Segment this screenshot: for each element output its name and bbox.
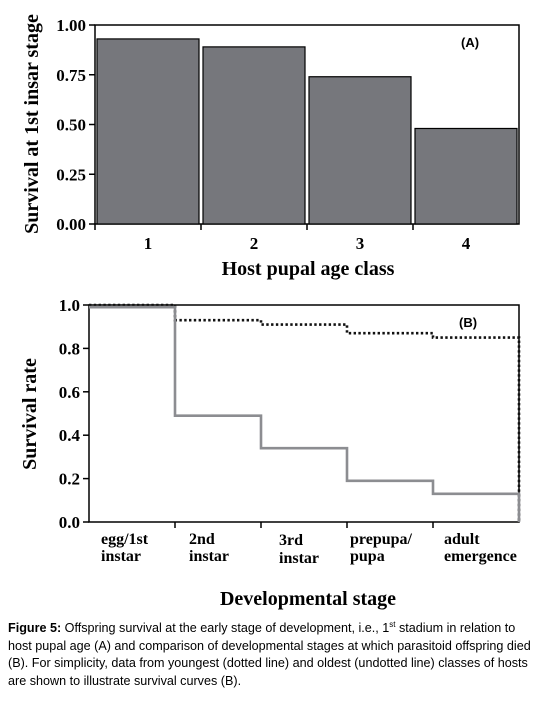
chart-a-y-tick-label: 0.25 xyxy=(56,165,86,184)
figure-caption: Figure 5: Offspring survival at the earl… xyxy=(8,620,538,690)
chart-b: 0.00.20.40.60.81.0 egg/1stinstar2ndinsta… xyxy=(19,296,521,610)
chart-a-bar xyxy=(414,127,518,225)
chart-b-series-dotted-line xyxy=(89,303,521,522)
chart-a-y-tick-label: 0.00 xyxy=(56,215,86,234)
chart-a-bar xyxy=(96,38,200,225)
chart-b-x-tick-label: prepupa/ xyxy=(350,531,413,548)
chart-a-bar xyxy=(308,76,412,225)
caption-label: Figure 5: xyxy=(8,621,62,635)
chart-a-y-tick-label: 0.50 xyxy=(56,116,86,135)
chart-a: 0.00 0.25 0.50 0.75 1.00 1 2 3 4 (A) Host pupal… xyxy=(21,14,520,280)
chart-b-y-tick-label: 0.0 xyxy=(59,513,80,532)
chart-b-series xyxy=(89,303,521,522)
chart-b-x-tick-label: adult xyxy=(444,531,480,548)
chart-a-y-ticks: 0.00 0.25 0.50 0.75 1.00 xyxy=(56,16,95,234)
chart-b-x-axis-title: Developmental stage xyxy=(220,588,396,610)
chart-b-y-tick-label: 1.0 xyxy=(59,296,80,315)
caption-text-2: stadium in relation to host pupal age (A… xyxy=(8,621,531,688)
chart-a-y-axis-title: Survival at 1st insar stage xyxy=(21,14,43,234)
chart-b-plot-frame xyxy=(88,304,520,523)
chart-b-y-tick-label: 0.2 xyxy=(59,470,80,489)
chart-a-x-tick-label: 1 xyxy=(144,234,153,253)
chart-b-y-tick-label: 0.6 xyxy=(59,383,80,402)
chart-a-y-tick-label: 1.00 xyxy=(56,16,86,35)
chart-b-y-tick-label: 0.8 xyxy=(59,339,80,358)
chart-a-x-ticks: 1 2 3 4 xyxy=(94,224,471,253)
chart-b-y-tick-label: 0.4 xyxy=(59,426,81,445)
chart-b-y-ticks: 0.0 0.2 0.4 0.6 0.8 1.0 xyxy=(59,296,89,532)
caption-superscript: st xyxy=(389,619,396,629)
chart-b-x-tick-label: egg/1st xyxy=(101,531,149,548)
chart-b-x-tick-label: instar xyxy=(189,548,229,565)
chart-b-series-solid-line xyxy=(89,305,521,522)
chart-b-x-tick-label: 2nd xyxy=(189,531,215,548)
chart-b-panel-label: (B) xyxy=(459,315,477,330)
chart-b-y-axis-title: Survival rate xyxy=(19,358,41,470)
caption-text-1: Offspring survival at the early stage of… xyxy=(61,621,390,635)
chart-b-x-tick-label: 3rd xyxy=(279,532,303,549)
chart-a-x-axis-title: Host pupal age class xyxy=(222,258,395,280)
chart-a-y-tick-label: 0.75 xyxy=(56,66,86,85)
chart-b-x-tick-label: instar xyxy=(101,548,141,565)
chart-a-x-tick-label: 4 xyxy=(462,234,471,253)
chart-a-panel-label: (A) xyxy=(461,35,479,50)
chart-b-x-tick-label: emergence xyxy=(444,548,517,565)
chart-a-x-tick-label: 2 xyxy=(250,234,259,253)
chart-a-bar xyxy=(202,46,306,225)
chart-b-x-tick-label: instar xyxy=(279,550,319,567)
chart-b-x-tick-label: pupa xyxy=(350,548,385,565)
chart-a-x-tick-label: 3 xyxy=(356,234,365,253)
chart-b-x-ticks: egg/1stinstar2ndinstar3rdinstarprepupa/p… xyxy=(101,522,517,567)
chart-a-bars xyxy=(96,38,518,225)
